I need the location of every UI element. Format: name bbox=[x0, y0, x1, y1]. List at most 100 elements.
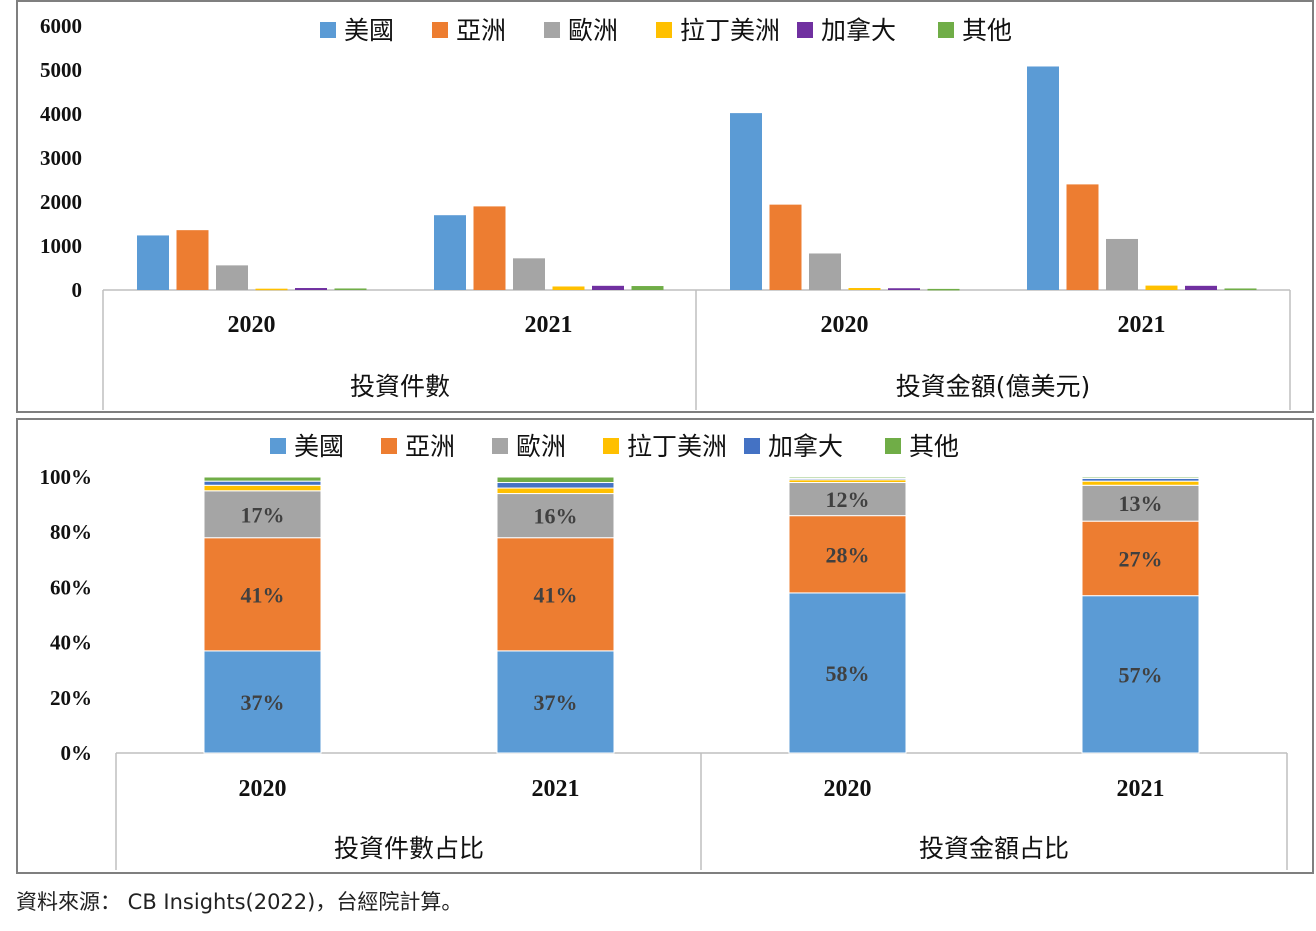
legend-swatch bbox=[744, 438, 760, 454]
legend-swatch bbox=[938, 22, 954, 38]
y-tick-label: 0 bbox=[72, 278, 83, 302]
legend-swatch bbox=[544, 22, 560, 38]
legend-label: 其他 bbox=[962, 16, 1012, 45]
bar bbox=[848, 288, 881, 290]
year-label: 2021 bbox=[1117, 776, 1165, 802]
bar bbox=[513, 258, 545, 290]
bar-segment bbox=[788, 592, 907, 754]
y-tick-label: 0% bbox=[61, 741, 93, 765]
y-tick-label: 6000 bbox=[40, 14, 82, 38]
bar-segment bbox=[203, 480, 322, 486]
data-label: 28% bbox=[826, 542, 870, 567]
legend-label: 亞洲 bbox=[456, 16, 506, 45]
y-tick-label: 1000 bbox=[40, 234, 82, 258]
data-label: 17% bbox=[241, 502, 285, 527]
y-tick-label: 40% bbox=[50, 631, 92, 655]
legend-label: 加拿大 bbox=[768, 432, 843, 461]
group-label: 投資金額占比 bbox=[919, 834, 1069, 863]
bar bbox=[1224, 288, 1257, 290]
bar-segment bbox=[788, 482, 907, 517]
bar-segment bbox=[1081, 484, 1200, 522]
data-label: 58% bbox=[826, 661, 870, 686]
bar-segment bbox=[788, 476, 907, 479]
legend-label: 亞洲 bbox=[405, 432, 455, 461]
bar bbox=[295, 288, 327, 290]
data-label: 37% bbox=[241, 690, 285, 715]
bar bbox=[1066, 184, 1099, 290]
bar bbox=[730, 113, 762, 291]
legend-label: 拉丁美洲 bbox=[627, 432, 727, 461]
y-tick-label: 5000 bbox=[40, 58, 82, 82]
bar bbox=[592, 285, 624, 290]
bar-segment bbox=[496, 487, 615, 495]
regional-investment-share-chart: 美國 亞洲 歐洲 拉丁美洲 加拿大 其他 100% 80% 60% 40% 20% 0% 37% 41% 1… bbox=[16, 418, 1314, 874]
bar bbox=[176, 230, 209, 290]
bar-segment bbox=[203, 490, 322, 539]
bar bbox=[888, 288, 920, 290]
legend-label: 美國 bbox=[344, 16, 394, 45]
y-tick-label: 60% bbox=[50, 575, 92, 599]
data-label: 41% bbox=[241, 582, 285, 607]
bar bbox=[1106, 238, 1138, 290]
regional-investment-bar-chart: 美國 亞洲 歐洲 拉丁美洲 加拿大 其他 6000 5000 4000 3000 2000 1000 0… bbox=[16, 0, 1314, 413]
year-label: 2021 bbox=[525, 312, 573, 338]
year-label: 2021 bbox=[1118, 312, 1166, 338]
legend-swatch bbox=[797, 22, 813, 38]
legend-swatch bbox=[885, 438, 901, 454]
bar-segment bbox=[1081, 595, 1200, 754]
legend-label: 歐洲 bbox=[516, 432, 566, 461]
data-label: 12% bbox=[826, 487, 870, 512]
bar-segment bbox=[1081, 476, 1200, 479]
legend-swatch bbox=[603, 438, 619, 454]
bar-segment bbox=[203, 650, 322, 754]
bar bbox=[216, 265, 248, 290]
legend-swatch bbox=[270, 438, 286, 454]
y-tick-label: 80% bbox=[50, 520, 92, 544]
y-tick-label: 20% bbox=[50, 686, 92, 710]
chart-frame bbox=[16, 418, 1314, 874]
year-label: 2020 bbox=[228, 312, 276, 338]
data-label: 13% bbox=[1119, 491, 1163, 516]
bar-segment bbox=[496, 482, 615, 489]
bar bbox=[255, 288, 288, 291]
legend-label: 加拿大 bbox=[821, 16, 896, 45]
bar bbox=[552, 286, 585, 290]
data-label: 27% bbox=[1119, 546, 1163, 571]
group-label: 投資件數占比 bbox=[334, 834, 484, 863]
bar-segment bbox=[496, 476, 615, 484]
bar-segment bbox=[1081, 520, 1200, 597]
bar bbox=[473, 206, 506, 290]
bar-segment bbox=[788, 515, 907, 594]
legend-swatch bbox=[381, 438, 397, 454]
data-label: 37% bbox=[534, 690, 578, 715]
bar bbox=[137, 235, 169, 290]
legend-label: 歐洲 bbox=[568, 16, 618, 45]
legend-label: 其他 bbox=[909, 432, 959, 461]
y-tick-label: 100% bbox=[40, 465, 93, 489]
data-label: 57% bbox=[1119, 662, 1163, 687]
group-label: 投資金額(億美元) bbox=[896, 372, 1091, 401]
legend-swatch bbox=[656, 22, 672, 38]
bar bbox=[334, 288, 367, 290]
bar bbox=[1185, 285, 1217, 290]
bar bbox=[927, 288, 960, 291]
bar-segment bbox=[496, 650, 615, 754]
y-tick-label: 4000 bbox=[40, 102, 82, 126]
year-label: 2020 bbox=[821, 312, 869, 338]
bar bbox=[1027, 66, 1059, 290]
bar bbox=[809, 253, 841, 290]
chart-frame bbox=[16, 0, 1314, 413]
year-label: 2020 bbox=[824, 776, 872, 802]
legend-swatch bbox=[492, 438, 508, 454]
bar-segment bbox=[1081, 480, 1200, 486]
legend-swatch bbox=[320, 22, 336, 38]
data-label: 16% bbox=[534, 504, 578, 529]
bar bbox=[769, 204, 802, 290]
legend-label: 美國 bbox=[294, 432, 344, 461]
legend-label: 拉丁美洲 bbox=[680, 16, 780, 45]
year-label: 2021 bbox=[532, 776, 580, 802]
bar bbox=[1145, 285, 1178, 290]
y-tick-label: 2000 bbox=[40, 190, 82, 214]
year-label: 2020 bbox=[239, 776, 287, 802]
data-label: 41% bbox=[534, 582, 578, 607]
